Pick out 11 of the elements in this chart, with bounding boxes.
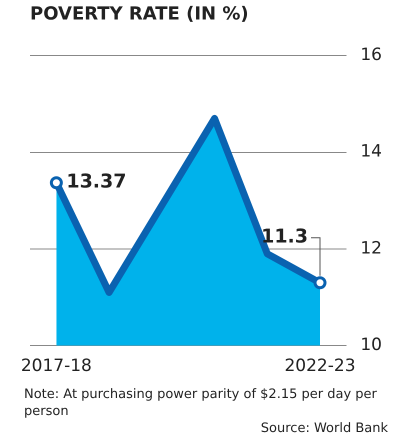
- data-label: 13.37: [66, 170, 126, 193]
- y-tick-label: 14: [360, 142, 382, 162]
- data-label: 11.3: [261, 226, 308, 248]
- y-tick-label: 16: [360, 45, 382, 66]
- y-tick-label: 10: [360, 335, 382, 356]
- source-note: Source: World Bank: [260, 420, 388, 437]
- text: Note: At purchasing power parity of $2.15 per day per person: [24, 386, 378, 420]
- chart-title: POVERTY RATE (IN %): [30, 3, 249, 24]
- x-tick-label: 2022-23: [284, 356, 356, 376]
- y-tick-label: 12: [360, 238, 382, 258]
- x-tick-label: 2017-18: [20, 356, 92, 376]
